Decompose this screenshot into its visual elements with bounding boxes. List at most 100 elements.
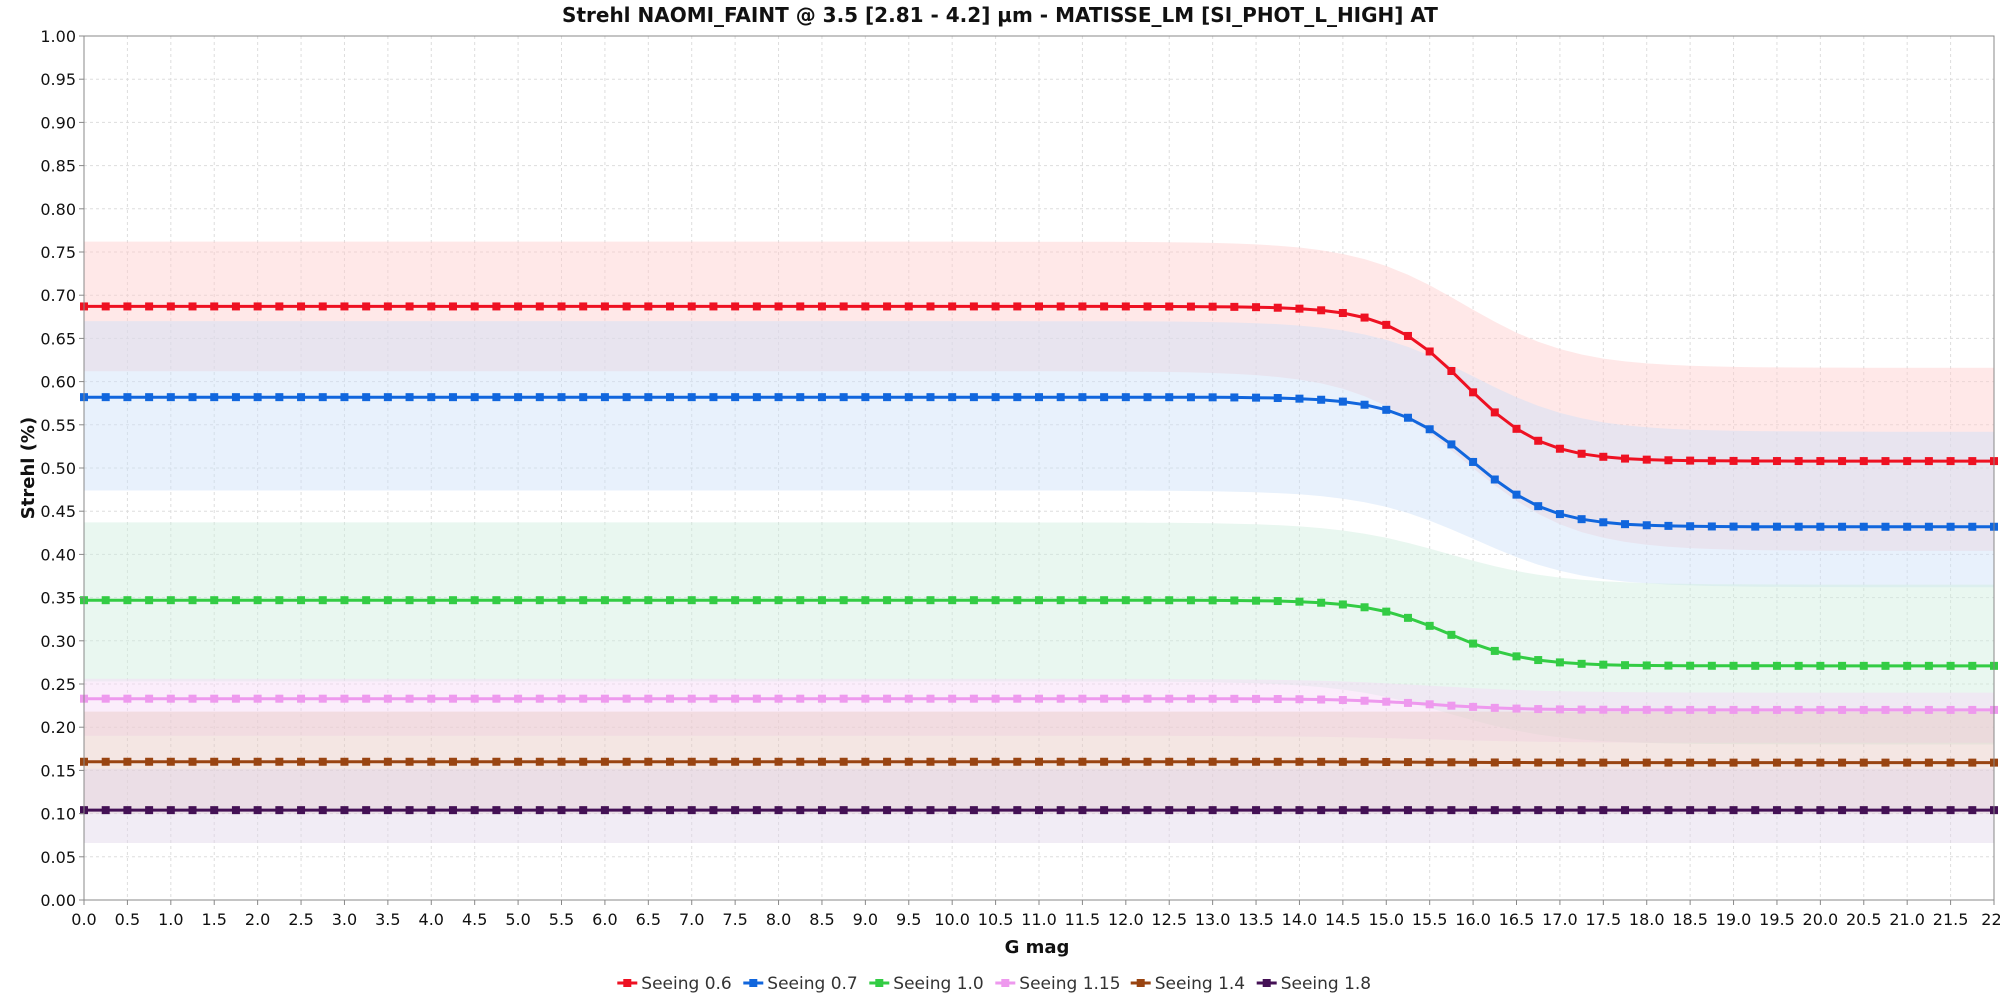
data-point bbox=[839, 694, 848, 703]
data-point bbox=[1968, 522, 1977, 531]
data-point bbox=[1317, 757, 1326, 766]
data-point bbox=[1121, 757, 1130, 766]
data-point bbox=[1143, 302, 1152, 311]
data-point bbox=[231, 757, 240, 766]
data-point bbox=[1794, 457, 1803, 466]
data-point bbox=[1534, 806, 1543, 815]
x-tick-label: 19.5 bbox=[1759, 910, 1795, 929]
legend-item[interactable]: Seeing 0.6 bbox=[617, 974, 732, 994]
data-point bbox=[1859, 522, 1868, 531]
data-point bbox=[731, 302, 740, 311]
legend-item[interactable]: Seeing 1.0 bbox=[869, 974, 984, 994]
legend[interactable]: Seeing 0.6 Seeing 0.7 Seeing 1.0 Seeing 1.1… bbox=[617, 974, 1371, 994]
data-point bbox=[817, 757, 826, 766]
legend-label: Seeing 0.7 bbox=[767, 974, 857, 994]
data-point bbox=[1078, 757, 1087, 766]
data-point bbox=[1295, 757, 1304, 766]
y-tick-label: 0.20 bbox=[40, 718, 76, 737]
data-point bbox=[1968, 758, 1977, 767]
data-point bbox=[448, 596, 457, 605]
legend-item[interactable]: Seeing 1.15 bbox=[995, 974, 1121, 994]
data-point bbox=[1729, 705, 1738, 714]
data-point bbox=[1078, 393, 1087, 402]
data-point bbox=[774, 302, 783, 311]
data-point bbox=[1816, 758, 1825, 767]
data-point bbox=[145, 757, 154, 766]
data-point bbox=[1686, 705, 1695, 714]
data-point bbox=[340, 393, 349, 402]
data-point bbox=[1577, 705, 1586, 714]
y-tick-label: 0.65 bbox=[40, 329, 76, 348]
data-point bbox=[448, 757, 457, 766]
data-point bbox=[1338, 806, 1347, 815]
data-point bbox=[210, 694, 219, 703]
data-point bbox=[1382, 320, 1391, 329]
x-tick-label: 11.0 bbox=[1021, 910, 1057, 929]
data-point bbox=[1035, 806, 1043, 815]
x-tick-label: 13.5 bbox=[1238, 910, 1274, 929]
x-tick-label: 21.5 bbox=[1933, 910, 1969, 929]
data-point bbox=[752, 596, 761, 605]
legend-item[interactable]: Seeing 1.8 bbox=[1256, 974, 1371, 994]
data-point bbox=[1924, 705, 1933, 714]
data-point bbox=[926, 694, 935, 703]
data-point bbox=[362, 806, 371, 815]
data-point bbox=[948, 806, 957, 815]
data-point bbox=[1751, 705, 1760, 714]
data-point bbox=[101, 596, 110, 605]
data-point bbox=[210, 393, 219, 402]
data-point bbox=[969, 757, 978, 766]
data-point bbox=[904, 596, 913, 605]
data-point bbox=[253, 302, 262, 311]
legend-item[interactable]: Seeing 0.7 bbox=[743, 974, 858, 994]
grid bbox=[84, 36, 1994, 900]
legend-item[interactable]: Seeing 1.4 bbox=[1130, 974, 1245, 994]
data-point bbox=[1751, 806, 1760, 815]
data-point bbox=[1772, 806, 1781, 815]
data-point bbox=[1252, 393, 1261, 402]
legend-marker-icon bbox=[1001, 979, 1010, 987]
data-point bbox=[752, 393, 761, 402]
y-tick-label: 0.35 bbox=[40, 589, 76, 608]
data-point bbox=[622, 302, 631, 311]
data-point bbox=[1534, 656, 1543, 665]
data-point bbox=[1403, 613, 1412, 622]
x-tick-label: 4.0 bbox=[419, 910, 444, 929]
chart-title: Strehl NAOMI_FAINT @ 3.5 [2.81 - 4.2] µm… bbox=[562, 3, 1438, 27]
data-point bbox=[1859, 758, 1868, 767]
x-tick-label: 19.0 bbox=[1716, 910, 1752, 929]
data-point bbox=[275, 757, 284, 766]
data-point bbox=[1208, 806, 1217, 815]
x-tick-label: 15.0 bbox=[1368, 910, 1404, 929]
data-point bbox=[1403, 806, 1412, 815]
data-point bbox=[1469, 806, 1478, 815]
data-point bbox=[1490, 408, 1499, 417]
data-point bbox=[579, 757, 588, 766]
data-point bbox=[492, 757, 501, 766]
data-point bbox=[297, 694, 306, 703]
data-point bbox=[861, 596, 870, 605]
x-tick-label: 5.0 bbox=[505, 910, 530, 929]
data-point bbox=[883, 596, 892, 605]
data-point bbox=[1403, 413, 1412, 422]
data-point bbox=[1794, 758, 1803, 767]
data-point bbox=[145, 806, 154, 815]
data-point bbox=[1121, 806, 1130, 815]
data-point bbox=[1859, 806, 1868, 815]
data-point bbox=[969, 806, 978, 815]
data-point bbox=[991, 806, 1000, 815]
data-point bbox=[405, 393, 414, 402]
y-tick-label: 0.50 bbox=[40, 459, 76, 478]
data-point bbox=[622, 694, 631, 703]
data-point bbox=[383, 596, 392, 605]
data-point bbox=[383, 806, 392, 815]
data-point bbox=[1078, 596, 1087, 605]
data-point bbox=[709, 806, 718, 815]
data-point bbox=[861, 694, 870, 703]
data-point bbox=[1772, 758, 1781, 767]
data-point bbox=[1186, 302, 1195, 311]
legend-label: Seeing 1.0 bbox=[893, 974, 983, 994]
data-point bbox=[188, 694, 197, 703]
data-point bbox=[231, 806, 240, 815]
legend-label: Seeing 1.15 bbox=[1019, 974, 1120, 994]
